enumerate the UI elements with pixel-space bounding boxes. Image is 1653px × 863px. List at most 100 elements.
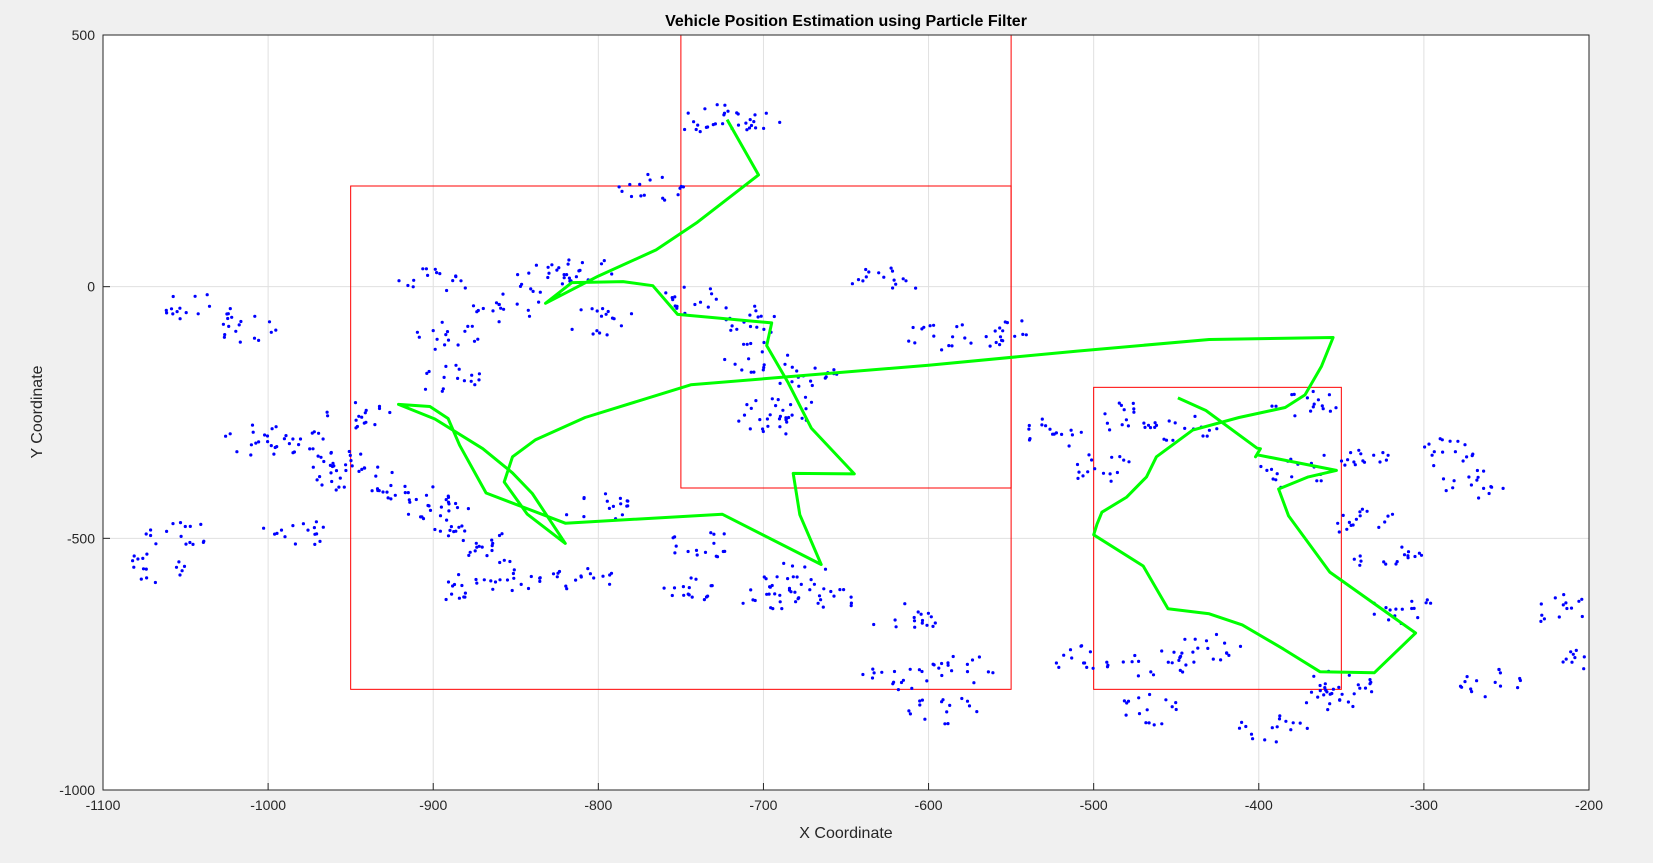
particle-point — [901, 277, 905, 281]
particle-point — [438, 272, 442, 276]
particle-point — [557, 266, 561, 270]
particle-point — [1432, 450, 1436, 454]
particle-point — [1143, 425, 1147, 429]
particle-point — [1183, 426, 1187, 430]
particle-point — [790, 564, 795, 568]
particle-point — [928, 324, 932, 328]
particle-point — [799, 582, 803, 587]
particle-point — [529, 574, 533, 579]
particle-point — [694, 548, 699, 553]
particle-point — [698, 130, 702, 134]
particle-point — [786, 353, 790, 357]
particle-point — [406, 491, 410, 495]
particle-point — [998, 343, 1002, 347]
particle-point — [768, 413, 772, 417]
particle-point — [821, 605, 825, 609]
particle-point — [694, 127, 698, 132]
particle-point — [508, 559, 512, 564]
particle-point — [800, 416, 804, 420]
particle-point — [1105, 421, 1109, 425]
particle-point — [1429, 601, 1433, 605]
particle-point — [282, 437, 286, 441]
particle-point — [466, 324, 470, 328]
particle-point — [234, 329, 238, 333]
particle-point — [850, 282, 855, 286]
particle-point — [570, 327, 574, 331]
particle-point — [778, 414, 783, 418]
particle-point — [749, 341, 753, 346]
particle-point — [737, 419, 741, 423]
particle-point — [1174, 701, 1178, 705]
particle-point — [892, 278, 896, 282]
particle-point — [334, 469, 339, 473]
particle-point — [648, 178, 652, 182]
particle-point — [1456, 439, 1460, 443]
particle-point — [1469, 483, 1473, 487]
particle-point — [377, 489, 381, 493]
particle-point — [1293, 414, 1297, 418]
particle-point — [131, 559, 135, 563]
particle-point — [1160, 649, 1164, 653]
particle-point — [230, 315, 234, 319]
particle-point — [965, 662, 970, 667]
particle-point — [1406, 554, 1410, 558]
particle-point — [175, 310, 179, 314]
particle-point — [1470, 690, 1474, 694]
particle-point — [454, 529, 458, 533]
particle-point — [567, 276, 572, 280]
x-tick-label: -400 — [1245, 797, 1273, 813]
particle-point — [1087, 453, 1091, 457]
particle-point — [1561, 603, 1565, 607]
particle-point — [421, 267, 425, 271]
particle-point — [318, 539, 322, 544]
particle-point — [1070, 656, 1074, 660]
particle-point — [144, 532, 148, 536]
particle-point — [1001, 339, 1005, 343]
particle-point — [546, 265, 550, 269]
particle-point — [864, 267, 868, 272]
particle-point — [1126, 424, 1130, 428]
particle-point — [441, 387, 445, 391]
particle-point — [1569, 650, 1573, 654]
particle-point — [1542, 617, 1546, 621]
particle-point — [1309, 409, 1313, 413]
particle-point — [1372, 453, 1376, 457]
particle-point — [1331, 687, 1335, 691]
particle-point — [560, 282, 565, 286]
particle-point — [331, 461, 335, 465]
particle-point — [374, 474, 378, 478]
particle-point — [1121, 660, 1125, 664]
particle-point — [791, 575, 795, 579]
particle-point — [292, 450, 296, 454]
particle-point — [664, 291, 668, 295]
particle-point — [1324, 688, 1328, 692]
particle-point — [823, 567, 828, 571]
particle-point — [783, 362, 787, 366]
particle-point — [145, 576, 149, 580]
particle-point — [910, 686, 914, 691]
particle-point — [446, 580, 451, 584]
particle-point — [1277, 717, 1282, 721]
particle-point — [790, 413, 794, 417]
particle-point — [891, 682, 895, 686]
particle-point — [1354, 517, 1358, 521]
particle-point — [804, 407, 808, 411]
particle-point — [670, 296, 674, 300]
particle-point — [500, 532, 504, 536]
particle-point — [579, 308, 583, 312]
particle-point — [1372, 612, 1376, 616]
particle-point — [273, 445, 277, 450]
particle-point — [477, 544, 481, 548]
particle-point — [1196, 646, 1200, 650]
particle-point — [899, 680, 904, 685]
particle-point — [692, 120, 696, 124]
particle-point — [141, 567, 146, 571]
particle-point — [1251, 737, 1255, 741]
particle-point — [1328, 702, 1332, 706]
particle-point — [809, 379, 813, 383]
particle-point — [224, 434, 228, 438]
particle-point — [1498, 684, 1503, 688]
particle-point — [1093, 467, 1097, 471]
particle-point — [713, 122, 718, 126]
